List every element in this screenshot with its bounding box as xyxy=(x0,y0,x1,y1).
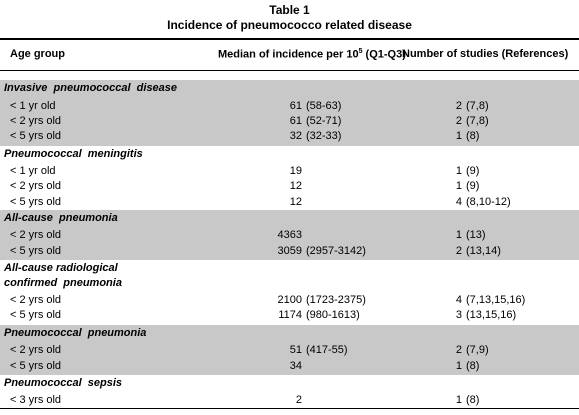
section-title-radiological: confirmed pneumonia xyxy=(4,277,122,289)
study-count-cell: 1 xyxy=(455,130,462,142)
study-count-cell: 4 xyxy=(455,196,462,208)
table-row: < 5 yrs old 34 1 (8) xyxy=(0,359,579,375)
header-number-of-studies: Number of studies (References) xyxy=(402,48,569,60)
age-group-cell: < 2 yrs old xyxy=(10,180,62,192)
median-cell: 61 xyxy=(289,100,302,112)
header-median-exponent: 5 xyxy=(358,48,363,55)
section-title-radiological: All-cause radiological xyxy=(4,262,118,274)
age-group-cell: < 5 yrs old xyxy=(10,196,62,208)
iqr-cell: (1723-2375) xyxy=(306,294,366,306)
table-row: < 1 yr old 61 (58-63) 2 (7,8) xyxy=(0,99,579,115)
header-median-prefix: Median of incidence per 10 xyxy=(218,48,359,61)
age-group-cell: < 5 yrs old xyxy=(10,360,62,372)
iqr-cell: (52-71) xyxy=(306,115,342,127)
iqr-cell: (980-1613) xyxy=(306,309,360,321)
study-count-cell: 2 xyxy=(455,100,462,112)
section-title-sepsis: Pneumococcal sepsis xyxy=(4,377,122,389)
section-band-pneumonia xyxy=(0,325,579,375)
table-title: Incidence of pneumococco related disease xyxy=(167,18,412,32)
header-age-group: Age group xyxy=(10,48,65,60)
study-count-cell: 1 xyxy=(455,165,462,177)
section-title-meningitis: Pneumococcal meningitis xyxy=(4,148,143,160)
table-row: < 3 yrs old 2 1 (8) xyxy=(0,393,579,409)
header-median-suffix: (Q1-Q3) xyxy=(362,48,406,61)
references-cell: (8) xyxy=(466,130,480,142)
study-count-cell: 1 xyxy=(455,360,462,372)
references-cell: (7,8) xyxy=(466,100,489,112)
study-count-cell: 1 xyxy=(455,180,462,192)
bottom-rule xyxy=(0,408,579,409)
references-cell: (7,9) xyxy=(466,344,489,356)
age-group-cell: < 2 yrs old xyxy=(10,229,62,241)
study-count-cell: 2 xyxy=(455,115,462,127)
references-cell: (8) xyxy=(466,394,480,406)
section-title-invasive: Invasive pneumococcal disease xyxy=(4,82,178,94)
median-cell: 51 xyxy=(289,344,302,356)
median-cell: 3059 xyxy=(277,245,302,257)
median-cell: 61 xyxy=(289,115,302,127)
median-cell: 2 xyxy=(295,394,302,406)
top-rule xyxy=(0,38,579,40)
median-cell: 12 xyxy=(289,180,302,192)
median-cell: 19 xyxy=(289,165,302,177)
median-cell: 1174 xyxy=(278,309,302,321)
iqr-cell: (32-33) xyxy=(306,130,342,142)
table-row: < 2 yrs old 51 (417-55) 2 (7,9) xyxy=(0,343,579,359)
age-group-cell: < 5 yrs old xyxy=(10,309,62,321)
table-row: < 5 yrs old 32 (32-33) 1 (8) xyxy=(0,129,579,145)
references-cell: (9) xyxy=(466,165,480,177)
references-cell: (13,14) xyxy=(466,245,501,257)
table-row: < 1 yr old 19 1 (9) xyxy=(0,164,579,180)
median-cell: 32 xyxy=(289,130,302,142)
table-row: < 2 yrs old 61 (52-71) 2 (7,8) xyxy=(0,114,579,130)
table-row: < 5 yrs old 12 4 (8,10-12) xyxy=(0,195,579,211)
iqr-cell: (417-55) xyxy=(306,344,348,356)
section-band-invasive xyxy=(0,80,579,146)
iqr-cell: (58-63) xyxy=(306,100,342,112)
age-group-cell: < 3 yrs old xyxy=(10,394,62,406)
table-row: < 2 yrs old 2100 (1723-2375) 4 (7,13,15,16) xyxy=(0,293,579,309)
study-count-cell: 3 xyxy=(455,309,462,321)
study-count-cell: 1 xyxy=(455,394,462,406)
table-row: < 5 yrs old 1174 (980-1613) 3 (13,15,16) xyxy=(0,308,579,324)
median-cell: 2100 xyxy=(277,294,302,306)
age-group-cell: < 2 yrs old xyxy=(10,115,62,127)
references-cell: (8) xyxy=(466,360,480,372)
study-count-cell: 4 xyxy=(455,294,462,306)
section-title-pneumonia: Pneumococcal pneumonia xyxy=(4,327,147,339)
references-cell: (8,10-12) xyxy=(466,196,511,208)
study-count-cell: 2 xyxy=(455,344,462,356)
section-title-allcause: All-cause pneumonia xyxy=(4,212,118,224)
age-group-cell: < 2 yrs old xyxy=(10,344,62,356)
table-number: Table 1 xyxy=(269,3,310,17)
section-band-allcause xyxy=(0,210,579,260)
iqr-cell: (2957-3142) xyxy=(306,245,366,257)
header-rule xyxy=(0,70,579,71)
references-cell: (7,8) xyxy=(466,115,489,127)
age-group-cell: < 1 yr old xyxy=(10,100,56,112)
table-row: < 2 yrs old 12 1 (9) xyxy=(0,179,579,195)
references-cell: (13,15,16) xyxy=(466,309,517,321)
age-group-cell: < 2 yrs old xyxy=(10,294,62,306)
median-cell: 4363 xyxy=(277,229,302,241)
references-cell: (9) xyxy=(466,180,480,192)
median-cell: 34 xyxy=(289,360,302,372)
median-cell: 12 xyxy=(289,196,302,208)
header-median-incidence: Median of incidence per 105 (Q1-Q3) xyxy=(218,48,406,61)
table-row: < 2 yrs old 4363 1 (13) xyxy=(0,228,579,244)
references-cell: (13) xyxy=(466,229,486,241)
references-cell: (7,13,15,16) xyxy=(466,294,526,306)
age-group-cell: < 5 yrs old xyxy=(10,130,62,142)
age-group-cell: < 5 yrs old xyxy=(10,245,62,257)
study-count-cell: 2 xyxy=(455,245,462,257)
study-count-cell: 1 xyxy=(455,229,462,241)
table-row: < 5 yrs old 3059 (2957-3142) 2 (13,14) xyxy=(0,244,579,260)
age-group-cell: < 1 yr old xyxy=(10,165,56,177)
